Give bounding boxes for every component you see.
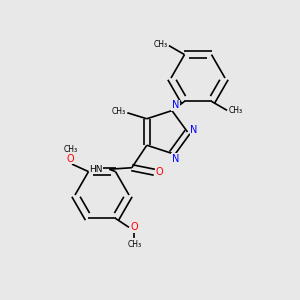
Text: CH₃: CH₃ (153, 40, 168, 49)
Text: CH₃: CH₃ (112, 107, 126, 116)
Text: HN: HN (89, 165, 103, 174)
Text: O: O (130, 222, 138, 233)
Text: CH₃: CH₃ (63, 145, 78, 154)
Text: CH₃: CH₃ (127, 240, 142, 249)
Text: N: N (172, 154, 179, 164)
Text: N: N (190, 124, 198, 135)
Text: CH₃: CH₃ (228, 106, 243, 115)
Text: N: N (172, 100, 179, 110)
Text: O: O (156, 167, 164, 177)
Text: O: O (67, 154, 74, 164)
